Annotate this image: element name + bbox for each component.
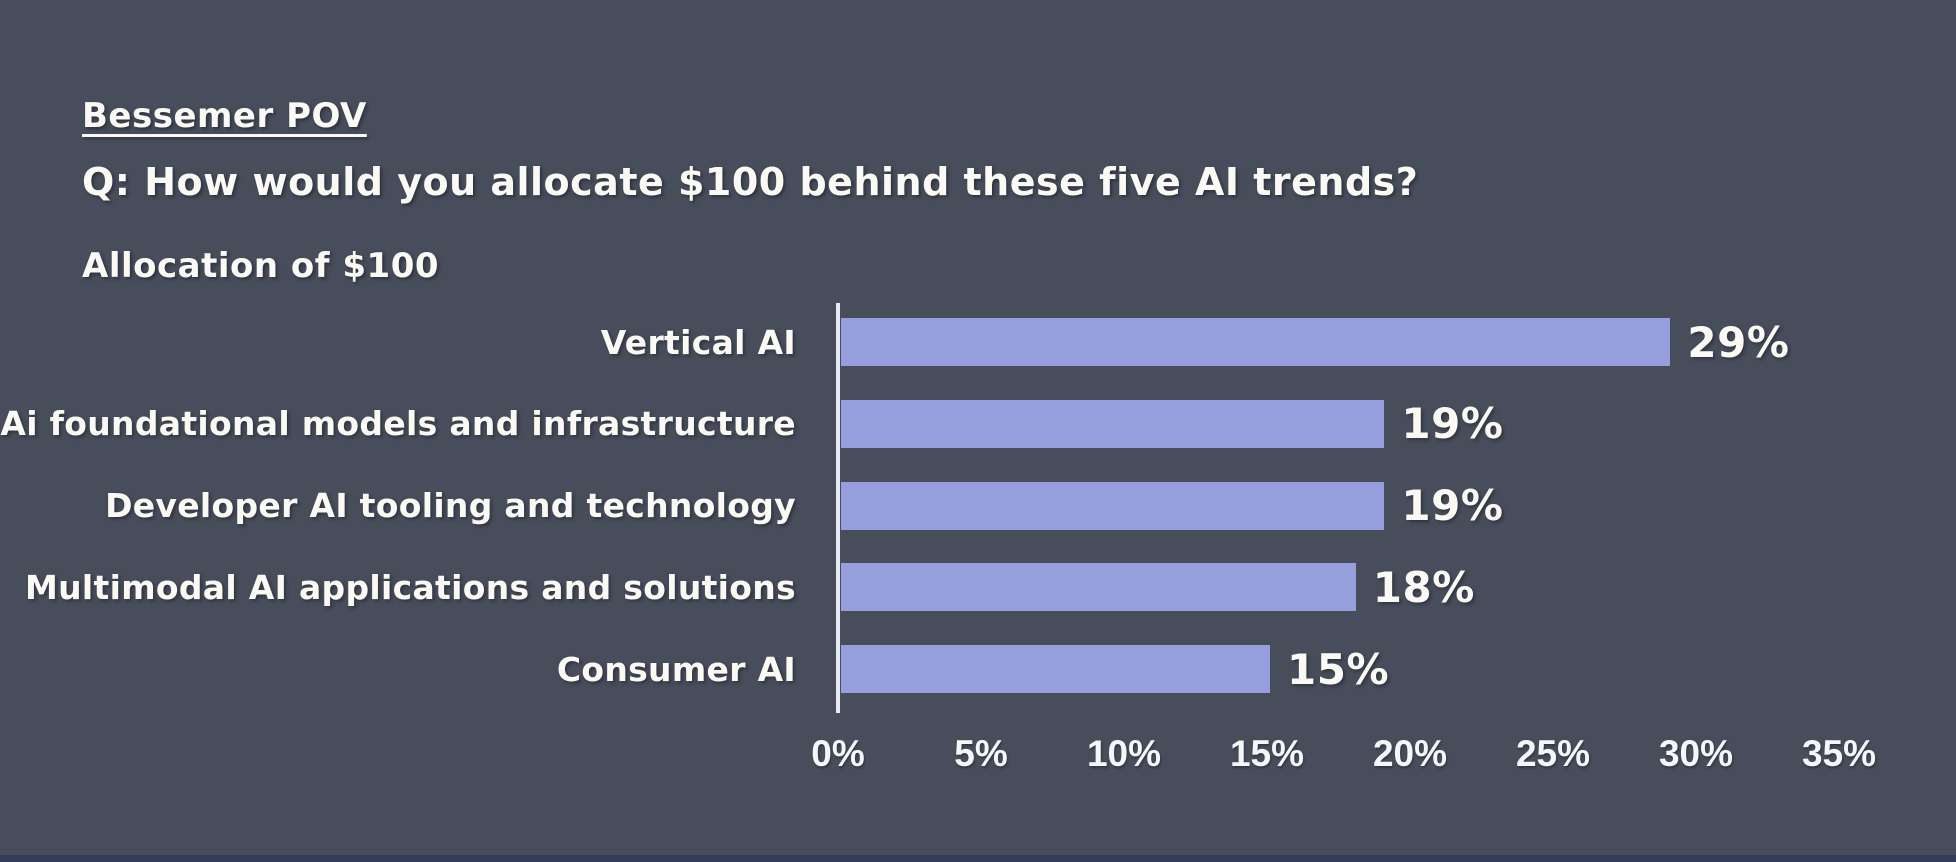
bar-value: 15% [1287, 644, 1390, 694]
bar-label: Consumer AI [556, 649, 796, 689]
bar-row: Developer AI tooling and technology 19% [0, 481, 1956, 531]
bar-value: 19% [1401, 481, 1504, 531]
x-tick-label: 20% [1372, 733, 1448, 774]
bar-area: 18% [841, 562, 1475, 612]
x-tick-label: 5% [954, 733, 1008, 774]
bar-area: 19% [841, 399, 1504, 449]
bar-value: 18% [1372, 562, 1475, 612]
x-tick-label: 30% [1658, 733, 1734, 774]
bar-area: 15% [841, 644, 1390, 694]
x-axis: 0% 5% 10% 15% 20% 25% 30% 35% [0, 733, 1956, 785]
bar-row: Vertical AI 29% [0, 317, 1956, 367]
bar [841, 563, 1356, 612]
bar-label: Multimodal AI applications and solutions [24, 567, 796, 607]
y-axis-line [836, 303, 840, 713]
bar-label: Vertical AI [600, 322, 796, 362]
x-tick-label: 10% [1086, 733, 1162, 774]
bar [841, 645, 1270, 694]
bar-value: 29% [1687, 317, 1790, 367]
bar-label: Developer AI tooling and technology [105, 486, 796, 526]
bar-label: Ai foundational models and infrastructur… [0, 404, 796, 444]
bar [841, 318, 1671, 366]
x-tick-label: 15% [1229, 733, 1305, 774]
bar-value: 19% [1401, 399, 1504, 449]
bar-area: 29% [841, 317, 1790, 367]
slide-eyebrow: Bessemer POV [82, 96, 367, 136]
bar-row: Multimodal AI applications and solutions… [0, 562, 1956, 612]
slide-question: Q: How would you allocate $100 behind th… [82, 160, 1419, 204]
bar [841, 481, 1385, 530]
bar-row: Consumer AI 15% [0, 644, 1956, 694]
x-tick-label: 25% [1515, 733, 1591, 774]
bar-chart: Vertical AI 29% Ai foundational models a… [0, 303, 1956, 778]
bar-area: 19% [841, 481, 1504, 531]
x-tick-label: 0% [811, 733, 865, 774]
chart-title: Allocation of $100 [82, 246, 440, 286]
bar [841, 399, 1385, 448]
x-tick-label: 35% [1801, 733, 1877, 774]
slide-bottom-edge [0, 855, 1956, 862]
bar-row: Ai foundational models and infrastructur… [0, 399, 1956, 449]
